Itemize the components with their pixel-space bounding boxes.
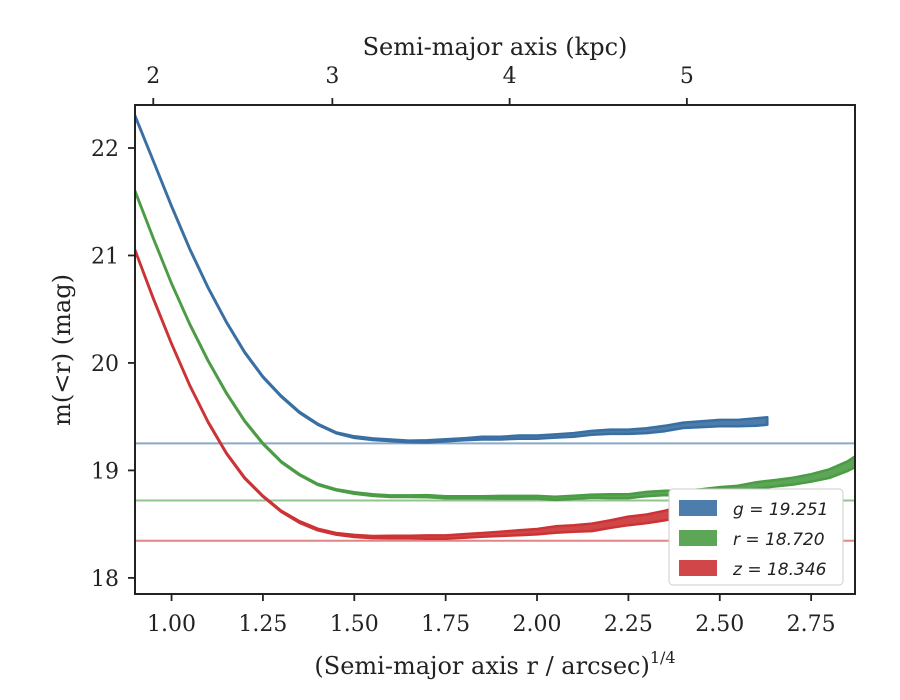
legend: g = 19.251 r = 18.720 z = 18.346 (668, 488, 844, 586)
x-tick-label: 2.50 (695, 612, 744, 637)
legend-label-r: r = 18.720 (733, 530, 825, 550)
plot-frame (134, 104, 856, 595)
top-tick-label: 5 (680, 64, 694, 89)
x-axis-title-text: (Semi-major axis r / arcsec) (314, 652, 649, 680)
y-tick-label: 20 (91, 352, 119, 377)
ticks-layer: 1.00 1.25 1.50 1.75 2.00 2.25 2.50 2.75 18 19 20 21… (91, 64, 836, 637)
top-tick-label: 2 (146, 64, 160, 89)
y-axis-title: m(<r) (mag) (48, 274, 76, 426)
y-tick-label: 21 (91, 244, 119, 269)
x-tick-label: 2.75 (787, 612, 836, 637)
legend-label-z: z = 18.346 (732, 560, 827, 580)
series-band-g (135, 113, 769, 444)
y-tick-label: 18 (91, 567, 119, 592)
x-axis-title-exponent: 1/4 (650, 648, 676, 667)
x-tick-label: 1.50 (330, 612, 379, 637)
x-tick-label: 1.25 (238, 612, 287, 637)
legend-swatch-r (679, 530, 717, 546)
series-band-r (135, 189, 855, 502)
y-tick-label: 22 (91, 137, 119, 162)
x-tick-label: 2.00 (513, 612, 562, 637)
y-tick-label: 19 (91, 459, 119, 484)
legend-swatch-g (679, 500, 717, 516)
x-tick-label: 1.75 (421, 612, 470, 637)
top-axis-title: Semi-major axis (kpc) (363, 33, 628, 61)
x-tick-label: 1.00 (147, 612, 196, 637)
top-tick-label: 4 (503, 64, 517, 89)
legend-label-g: g = 19.251 (733, 500, 828, 520)
x-axis-title: (Semi-major axis r / arcsec)1/4 (314, 648, 675, 680)
top-tick-label: 3 (325, 64, 339, 89)
x-tick-label: 2.25 (604, 612, 653, 637)
legend-swatch-z (679, 560, 717, 576)
